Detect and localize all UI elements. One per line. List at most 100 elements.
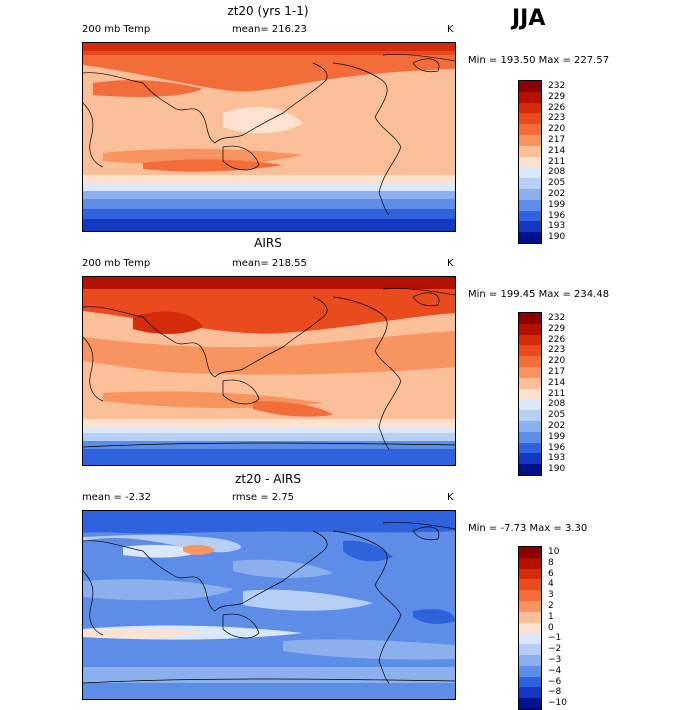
colorbar-label: 232 <box>548 313 566 323</box>
panel-1-colorbar-swatch <box>519 81 541 92</box>
colorbar-label: 226 <box>548 334 566 345</box>
colorbar-label: 232 <box>548 81 566 91</box>
panel-2-mean-label: mean= 218.55 <box>232 258 307 269</box>
colorbar-label: 199 <box>548 431 566 442</box>
panel-3-colorbar-swatch <box>519 633 541 645</box>
panel-3-rmse-label: rmse = 2.75 <box>232 492 295 503</box>
panel-3-colorbar-swatch <box>519 665 541 677</box>
panel-3-colorbar-swatch <box>519 654 541 666</box>
panel-1-colorbar-swatch <box>519 221 541 233</box>
panel-1-colorbar-swatch <box>519 178 541 189</box>
panel-3-title: zt20 - AIRS <box>235 472 301 486</box>
colorbar-label: 223 <box>548 113 566 124</box>
panel-3-colorbar-swatch <box>519 547 541 558</box>
panel-2-colorbar-swatch <box>519 356 541 367</box>
colorbar-label: 217 <box>548 134 566 145</box>
panel-1-colorbar-labels: 232 229 226 223 220 217 214 211 208 205 … <box>548 81 565 243</box>
colorbar-label: 8 <box>548 557 554 568</box>
colorbar-label: 193 <box>548 453 566 464</box>
colorbar-label: 220 <box>548 356 566 367</box>
colorbar-label: −8 <box>548 687 562 698</box>
colorbar-label: 0 <box>548 622 554 633</box>
colorbar-label: 223 <box>548 345 566 356</box>
panel-2-colorbar-swatch <box>519 442 541 454</box>
panel-3-units: K <box>447 492 454 503</box>
panel-3-colorbar-swatch <box>519 644 541 655</box>
panel-2-colorbar-swatch <box>519 345 541 357</box>
panel-3-mean-label: mean = -2.32 <box>82 492 151 503</box>
panel-1-colorbar-swatch <box>519 134 541 146</box>
colorbar-label: 208 <box>548 167 566 178</box>
season-title: JJA <box>512 6 546 31</box>
colorbar-label: 2 <box>548 600 554 611</box>
panel-3-colorbar-swatch <box>519 687 541 699</box>
panel-3-colorbar-swatch <box>519 600 541 612</box>
panel-2-colorbar-swatch <box>519 431 541 443</box>
panel-3-colorbar-swatch <box>519 557 541 569</box>
panel-2-colorbar-swatch <box>519 377 541 389</box>
panel-3-minmax: Min = -7.73 Max = 3.30 <box>468 523 588 534</box>
panel-1-colorbar-swatch <box>519 102 541 114</box>
colorbar-label: 4 <box>548 579 554 590</box>
panel-2-colorbar-swatch <box>519 323 541 335</box>
colorbar-label: −6 <box>548 676 562 687</box>
colorbar-label: 3 <box>548 590 554 601</box>
panel-1-variable-label: 200 mb Temp <box>82 24 151 35</box>
panel-2-units: K <box>447 258 454 269</box>
panel-1-colorbar-swatch <box>519 113 541 125</box>
panel-2-colorbar-swatch <box>519 410 541 421</box>
colorbar-label: 205 <box>548 410 566 421</box>
colorbar-label: 196 <box>548 210 566 221</box>
colorbar-label: 214 <box>548 145 566 156</box>
colorbar-label: 205 <box>548 178 566 189</box>
panel-2-minmax: Min = 199.45 Max = 234.48 <box>468 289 610 300</box>
panel-1-map <box>82 42 456 232</box>
colorbar-label: 193 <box>548 221 566 232</box>
panel-1-minmax: Min = 193.50 Max = 227.57 <box>468 55 610 66</box>
panel-1-colorbar-swatch <box>519 199 541 211</box>
colorbar-label: 217 <box>548 366 566 377</box>
panel-2-colorbar-swatch <box>519 313 541 324</box>
panel-1-colorbar <box>518 80 542 244</box>
panel-3-colorbar-swatch <box>519 590 541 601</box>
panel-1-colorbar-swatch <box>519 156 541 168</box>
panel-3-colorbar-swatch <box>519 579 541 591</box>
panel-1-mean-label: mean= 216.23 <box>232 24 307 35</box>
colorbar-label: 190 <box>548 464 566 475</box>
colorbar-label: 6 <box>548 568 554 579</box>
colorbar-label: 1 <box>548 611 554 622</box>
colorbar-label: 202 <box>548 188 566 199</box>
panel-2-colorbar <box>518 312 542 476</box>
colorbar-label: 229 <box>548 323 566 334</box>
colorbar-label: 196 <box>548 442 566 453</box>
colorbar-label: 226 <box>548 102 566 113</box>
colorbar-label: 202 <box>548 420 566 431</box>
colorbar-label: 190 <box>548 232 566 243</box>
colorbar-label: 211 <box>548 388 566 399</box>
colorbar-label: 214 <box>548 377 566 388</box>
panel-3-colorbar-swatch <box>519 676 541 688</box>
panel-3-map <box>82 510 456 700</box>
panel-2-map <box>82 276 456 466</box>
panel-2-colorbar-swatch <box>519 388 541 400</box>
panel-2-colorbar-swatch <box>519 453 541 465</box>
colorbar-label: 208 <box>548 399 566 410</box>
panel-2-title: AIRS <box>254 236 282 250</box>
colorbar-label: −2 <box>548 644 562 655</box>
panel-2-variable-label: 200 mb Temp <box>82 258 151 269</box>
panel-2-colorbar-swatch <box>519 420 541 432</box>
colorbar-label: 211 <box>548 156 566 167</box>
panel-2-colorbar-swatch <box>519 464 541 475</box>
colorbar-label: 199 <box>548 199 566 210</box>
panel-1-colorbar-swatch <box>519 145 541 157</box>
panel-2-colorbar-swatch <box>519 334 541 346</box>
panel-3-colorbar-swatch <box>519 622 541 634</box>
colorbar-label: −1 <box>548 633 562 644</box>
panel-3-colorbar <box>518 546 542 710</box>
panel-1-colorbar-swatch <box>519 124 541 135</box>
colorbar-label: 220 <box>548 124 566 135</box>
colorbar-label: −3 <box>548 654 562 665</box>
colorbar-label: 229 <box>548 91 566 102</box>
panel-1-colorbar-swatch <box>519 232 541 243</box>
panel-3-colorbar-labels: 10 8 6 4 3 2 1 0 −1 −2 −3 −4 −6 −8 −10 <box>548 547 567 709</box>
